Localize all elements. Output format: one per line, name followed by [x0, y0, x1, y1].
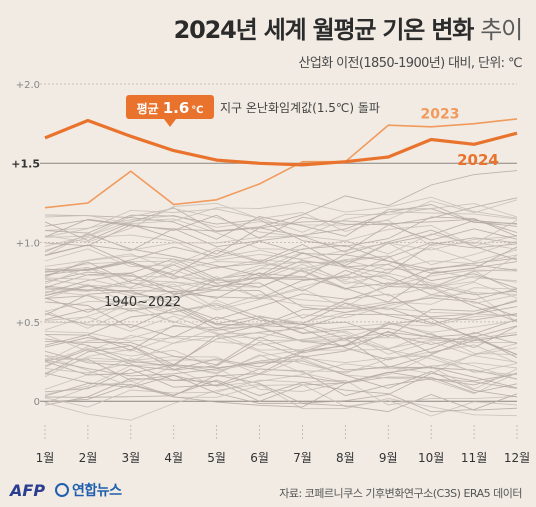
history-line — [44, 299, 518, 326]
history-line — [44, 347, 518, 392]
page-title: 2024년 세계 월평균 기온 변화 추이 — [173, 10, 524, 45]
history-line — [44, 251, 518, 291]
y-tick-label: +0.5 — [16, 318, 40, 329]
logos: AFP 연합뉴스 — [10, 480, 122, 500]
history-lines — [44, 170, 518, 421]
history-line — [44, 196, 518, 225]
history-label: 1940~2022 — [104, 295, 181, 310]
history-line — [44, 383, 518, 421]
x-tick-label: 12월 — [504, 451, 530, 465]
history-line — [44, 379, 518, 408]
history-line — [44, 354, 518, 388]
afp-logo: AFP — [10, 480, 46, 500]
history-line — [44, 235, 518, 281]
yonhap-logo: 연합뉴스 — [55, 480, 122, 500]
history-line — [44, 242, 518, 299]
history-line — [44, 249, 518, 295]
history-line — [44, 234, 518, 266]
history-line — [44, 199, 518, 243]
x-tick-label: 8월 — [336, 451, 355, 465]
x-tick-label: 7월 — [293, 451, 312, 465]
x-tick-label: 4월 — [164, 451, 183, 465]
history-line — [44, 214, 518, 247]
history-line — [44, 215, 518, 250]
x-tick-label: 2월 — [79, 451, 98, 465]
history-line — [44, 358, 518, 389]
chart-subtitle: 산업화 이전(1850-1900년) 대비, 단위: ℃ — [298, 56, 523, 71]
history-line — [44, 258, 518, 303]
x-tick-label: 10월 — [418, 451, 444, 465]
badge-prefix: 평균 — [137, 102, 159, 116]
badge-value: 1.6 — [163, 99, 190, 117]
x-tick-label: 3월 — [121, 451, 140, 465]
history-line — [44, 247, 518, 289]
history-line — [44, 225, 518, 257]
history-line — [44, 207, 518, 247]
history-line — [44, 237, 518, 275]
history-line — [44, 301, 518, 324]
history-line — [44, 197, 518, 255]
history-line — [44, 355, 518, 380]
history-line — [44, 325, 518, 362]
history-line — [44, 281, 518, 311]
history-line — [44, 307, 518, 351]
history-line — [44, 336, 518, 377]
history-line — [44, 301, 518, 341]
history-line — [44, 255, 518, 304]
x-tick-label: 1월 — [36, 451, 55, 465]
history-line — [44, 327, 518, 366]
series-line-2024 — [44, 118, 518, 167]
history-line — [44, 306, 518, 367]
history-line — [44, 309, 518, 342]
history-line — [44, 272, 518, 317]
history-line — [44, 214, 518, 247]
x-tick-label: 11월 — [461, 451, 487, 465]
badge-unit: ℃ — [191, 105, 203, 116]
badge-pointer-icon — [164, 119, 176, 127]
history-line — [44, 284, 518, 311]
y-tick-label: 0 — [34, 397, 40, 408]
x-tick-label: 9월 — [379, 451, 398, 465]
history-line — [44, 260, 518, 291]
history-line — [44, 240, 518, 273]
history-line — [44, 170, 518, 232]
history-line — [44, 264, 518, 292]
average-badge — [126, 95, 214, 119]
history-line — [44, 360, 518, 398]
x-tick-label: 6월 — [250, 451, 269, 465]
history-line — [44, 374, 518, 413]
history-line — [44, 203, 518, 238]
yonhap-logo-text: 연합뉴스 — [72, 483, 122, 499]
history-line — [44, 318, 518, 366]
series-line-2023 — [44, 118, 518, 209]
history-line — [44, 286, 518, 322]
source-note: 자료: 코페르니쿠스 기후변화연구소(C3S) ERA5 데이터 — [279, 487, 522, 500]
history-line — [44, 379, 518, 413]
history-line — [44, 380, 518, 417]
series-label-2024: 2024 — [457, 151, 499, 169]
history-line — [44, 255, 518, 294]
history-line — [44, 315, 518, 351]
history-line — [44, 312, 518, 348]
badge-text: 평균 1.6 ℃ — [137, 99, 204, 117]
history-line — [44, 343, 518, 375]
y-tick-label: +1.5 — [11, 157, 40, 170]
history-line — [44, 358, 518, 395]
series-label-2023: 2023 — [421, 107, 460, 123]
y-tick-label: +1.0 — [16, 239, 40, 250]
y-tick-label: +2.0 — [16, 80, 40, 91]
history-line — [44, 323, 518, 363]
x-tick-label: 5월 — [207, 451, 226, 465]
title-light: 추이 — [480, 16, 523, 44]
yonhap-mark-icon — [55, 483, 70, 497]
threshold-note: 지구 온난화임계값(1.5℃) 돌파 — [220, 101, 380, 115]
title-main: 2024년 세계 월평균 기온 변화 — [173, 16, 475, 44]
history-line — [44, 220, 518, 277]
history-line — [44, 330, 518, 375]
